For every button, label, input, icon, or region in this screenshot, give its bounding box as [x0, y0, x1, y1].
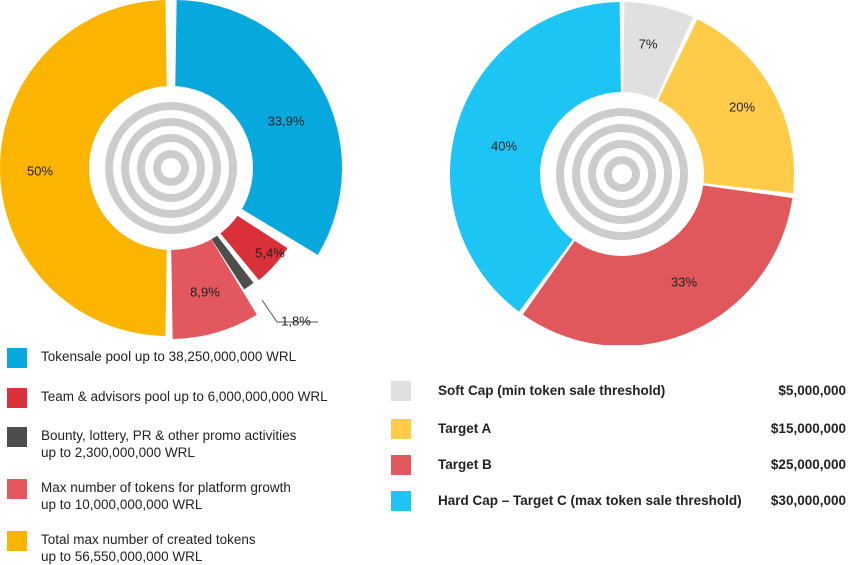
legend-amount: $15,000,000 [770, 421, 846, 436]
slice-label: 33% [671, 274, 697, 289]
legend-label: Team & advisors pool up to 6,000,000,000… [41, 389, 328, 404]
legend-label: Tokensale pool up to 38,250,000,000 WRL [41, 349, 297, 364]
slice-label: 1,8% [281, 313, 311, 328]
donut-hole-target [89, 86, 253, 250]
legend-item-hard-cap: Hard Cap – Target C (max token sale thre… [391, 490, 846, 512]
slice-label: 7% [639, 36, 658, 51]
slice-label: 33,9% [268, 113, 305, 128]
pie-slice [522, 174, 793, 345]
legend-swatch [391, 419, 411, 439]
donut-hole-target [540, 92, 704, 256]
legend-label: Max number of tokens for platform growth… [41, 480, 291, 512]
legend-swatch [7, 388, 27, 408]
pie-charts-svg: 33,9% 5,4% 1,8% 8,9% 50% 7% 20% 33% 40% [0, 0, 794, 345]
legend-swatch [7, 427, 27, 447]
legend-swatch [7, 479, 27, 499]
legend-item-tokensale: Tokensale pool up to 38,250,000,000 WRL [7, 348, 371, 368]
legend-item-total: Total max number of created tokens up to … [7, 531, 371, 565]
legend-label: Target B [438, 457, 492, 472]
legend-item-team: Team & advisors pool up to 6,000,000,000… [7, 388, 371, 408]
slice-label: 8,9% [190, 284, 220, 299]
pie-slice [0, 0, 168, 336]
legend-label: Bounty, lottery, PR & other promo activi… [41, 428, 297, 460]
legend-item-bounty: Bounty, lottery, PR & other promo activi… [7, 427, 371, 461]
legend-item-soft-cap: Soft Cap (min token sale threshold) $5,0… [391, 380, 846, 402]
slice-label: 5,4% [255, 245, 285, 260]
legend-swatch [7, 531, 27, 551]
slice-label: 20% [729, 99, 755, 114]
legend-amount: $30,000,000 [770, 493, 846, 508]
legend-label: Total max number of created tokens up to … [41, 532, 256, 564]
legend-item-growth: Max number of tokens for platform growth… [7, 479, 371, 513]
legend-label: Soft Cap (min token sale threshold) [438, 383, 666, 398]
slice-label: 40% [491, 138, 517, 153]
legend-swatch [7, 348, 27, 368]
legend-swatch [391, 455, 411, 475]
legend-item-target-b: Target B $25,000,000 [391, 454, 846, 476]
leader-line [261, 299, 318, 323]
legend-amount: $5,000,000 [778, 383, 846, 398]
target-ring [612, 164, 632, 184]
legend-swatch [391, 491, 411, 511]
legend-label: Target A [438, 421, 492, 436]
target-ring [161, 158, 181, 178]
legend-label: Hard Cap – Target C (max token sale thre… [438, 493, 742, 508]
legend-amount: $25,000,000 [770, 457, 846, 472]
pie-slice [450, 2, 622, 312]
slice-label: 50% [27, 163, 53, 178]
legend-item-target-a: Target A $15,000,000 [391, 418, 846, 440]
legend-swatch [391, 381, 411, 401]
